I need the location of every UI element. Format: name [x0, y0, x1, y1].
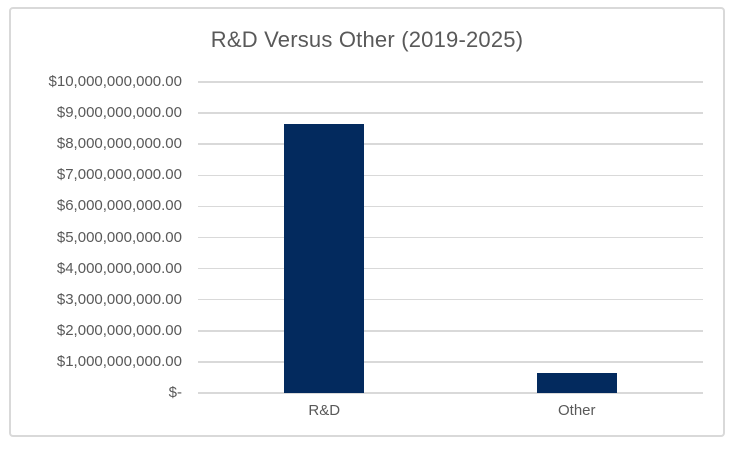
gridline — [198, 112, 703, 114]
y-axis-tick-label: $2,000,000,000.00 — [56, 321, 182, 339]
y-axis-tick-label: $4,000,000,000.00 — [56, 259, 182, 277]
gridline — [198, 267, 703, 270]
y-axis-tick-label: $3,000,000,000.00 — [56, 290, 182, 308]
chart-frame — [9, 7, 725, 437]
y-axis-tick-label: $10,000,000,000.00 — [48, 73, 182, 90]
gridline — [198, 143, 703, 145]
gridline — [198, 81, 703, 83]
y-axis-tick-label: $5,000,000,000.00 — [56, 228, 182, 246]
y-axis-tick-label: $6,000,000,000.00 — [56, 197, 182, 215]
bar-other — [536, 373, 617, 393]
gridline — [198, 392, 703, 394]
gridline — [198, 205, 703, 208]
y-axis-tick-label: $9,000,000,000.00 — [56, 104, 182, 122]
gridline — [198, 174, 703, 177]
gridline — [198, 330, 703, 332]
y-axis-tick-label: $- — [168, 384, 182, 401]
gridline — [198, 298, 703, 301]
x-axis-category-label: Other — [557, 402, 596, 419]
x-axis-category-label: R&D — [308, 402, 341, 419]
gridline — [198, 361, 703, 363]
y-axis-tick-label: $1,000,000,000.00 — [56, 352, 182, 370]
gridline — [198, 236, 703, 239]
y-axis-tick-label: $8,000,000,000.00 — [56, 135, 182, 153]
chart-title: R&D Versus Other (2019-2025) — [210, 27, 524, 52]
bar-r-d — [284, 123, 365, 393]
y-axis-tick-label: $7,000,000,000.00 — [56, 166, 182, 184]
